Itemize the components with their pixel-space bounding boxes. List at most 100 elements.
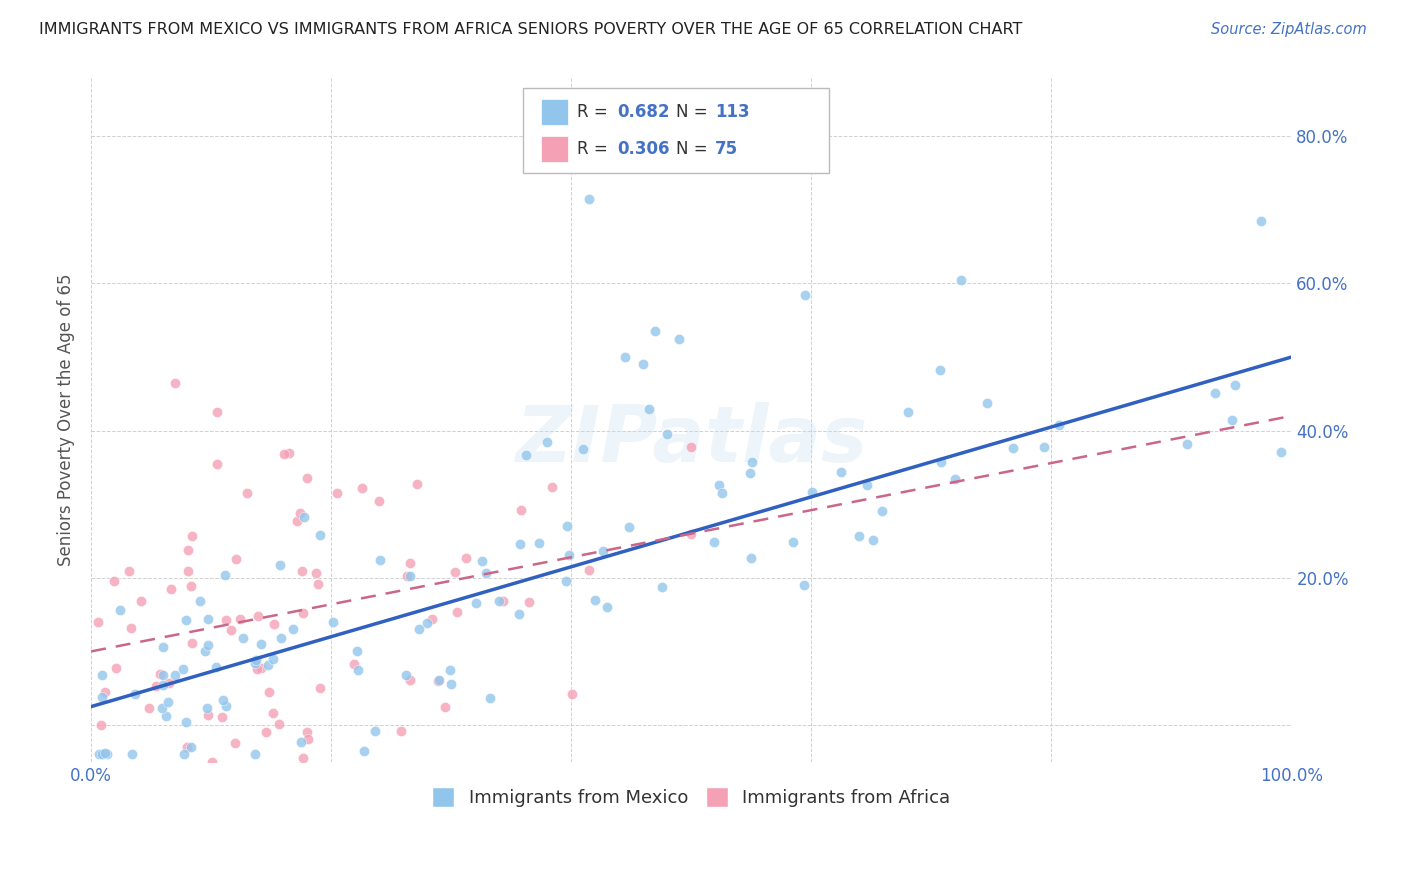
Point — [465, 596, 488, 610]
Point — [651, 580, 673, 594]
Point — [94, 746, 117, 760]
Point — [446, 605, 468, 619]
Point — [856, 478, 879, 492]
Point — [793, 578, 815, 592]
Point — [517, 595, 540, 609]
Point — [201, 755, 224, 769]
Point — [1223, 378, 1246, 392]
Point — [596, 599, 619, 614]
Point — [440, 676, 463, 690]
Point — [250, 637, 273, 651]
Point — [90, 668, 112, 682]
Point — [129, 593, 152, 607]
Point — [1047, 418, 1070, 433]
Point — [212, 692, 235, 706]
Point — [174, 613, 197, 627]
FancyBboxPatch shape — [523, 87, 830, 173]
Point — [740, 466, 762, 480]
Text: N =: N = — [676, 139, 713, 158]
Point — [197, 612, 219, 626]
Point — [236, 486, 259, 500]
Point — [416, 615, 439, 630]
Bar — [541, 136, 568, 161]
Point — [352, 481, 374, 495]
Point — [262, 651, 284, 665]
Point — [1175, 437, 1198, 451]
Point — [278, 446, 301, 460]
Point — [87, 615, 110, 630]
Point — [681, 440, 703, 454]
Point — [297, 731, 319, 746]
Point — [211, 710, 233, 724]
Point — [152, 668, 174, 682]
Point — [427, 673, 450, 688]
Point — [657, 427, 679, 442]
Point — [205, 405, 228, 419]
Point — [478, 690, 501, 705]
Text: N =: N = — [676, 103, 713, 121]
Point — [197, 638, 219, 652]
Point — [638, 402, 661, 417]
Point — [475, 566, 498, 580]
Point — [710, 485, 733, 500]
Point — [181, 636, 204, 650]
Point — [703, 534, 725, 549]
Point — [398, 569, 420, 583]
Point — [229, 611, 252, 625]
Text: R =: R = — [578, 103, 613, 121]
Point — [368, 493, 391, 508]
Point — [165, 667, 187, 681]
Point — [633, 358, 655, 372]
Point — [124, 687, 146, 701]
Point — [138, 701, 160, 715]
Point — [120, 621, 142, 635]
Point — [270, 632, 292, 646]
Point — [561, 687, 583, 701]
Point — [181, 529, 204, 543]
Point — [558, 549, 581, 563]
Point — [681, 526, 703, 541]
Point — [150, 701, 173, 715]
Point — [257, 657, 280, 672]
Point — [976, 396, 998, 410]
Point — [246, 662, 269, 676]
Legend: Immigrants from Mexico, Immigrants from Africa: Immigrants from Mexico, Immigrants from … — [425, 780, 957, 814]
Point — [295, 725, 318, 739]
Point — [707, 478, 730, 492]
Point — [848, 529, 870, 543]
Point — [214, 699, 236, 714]
Y-axis label: Seniors Poverty Over the Age of 65: Seniors Poverty Over the Age of 65 — [58, 273, 75, 566]
Point — [91, 747, 114, 762]
Bar — [541, 99, 568, 126]
Point — [398, 556, 420, 570]
Point — [368, 552, 391, 566]
Point — [90, 718, 112, 732]
Point — [177, 564, 200, 578]
Point — [740, 550, 762, 565]
Point — [1250, 214, 1272, 228]
Point — [1033, 440, 1056, 454]
Point — [108, 603, 131, 617]
Point — [427, 673, 450, 687]
Text: R =: R = — [578, 139, 613, 158]
Point — [243, 657, 266, 671]
Point — [515, 448, 537, 462]
Text: ZIPatlas: ZIPatlas — [515, 402, 868, 478]
Point — [830, 465, 852, 479]
Point — [943, 472, 966, 486]
Point — [219, 624, 242, 638]
Point — [232, 631, 254, 645]
Point — [288, 506, 311, 520]
Point — [295, 471, 318, 485]
Point — [578, 192, 600, 206]
Point — [741, 455, 763, 469]
Point — [96, 747, 118, 762]
Point — [389, 724, 412, 739]
Point — [292, 509, 315, 524]
Point — [247, 608, 270, 623]
Point — [444, 565, 467, 579]
Point — [176, 740, 198, 755]
Point — [269, 558, 291, 572]
Point — [188, 594, 211, 608]
Point — [536, 434, 558, 449]
